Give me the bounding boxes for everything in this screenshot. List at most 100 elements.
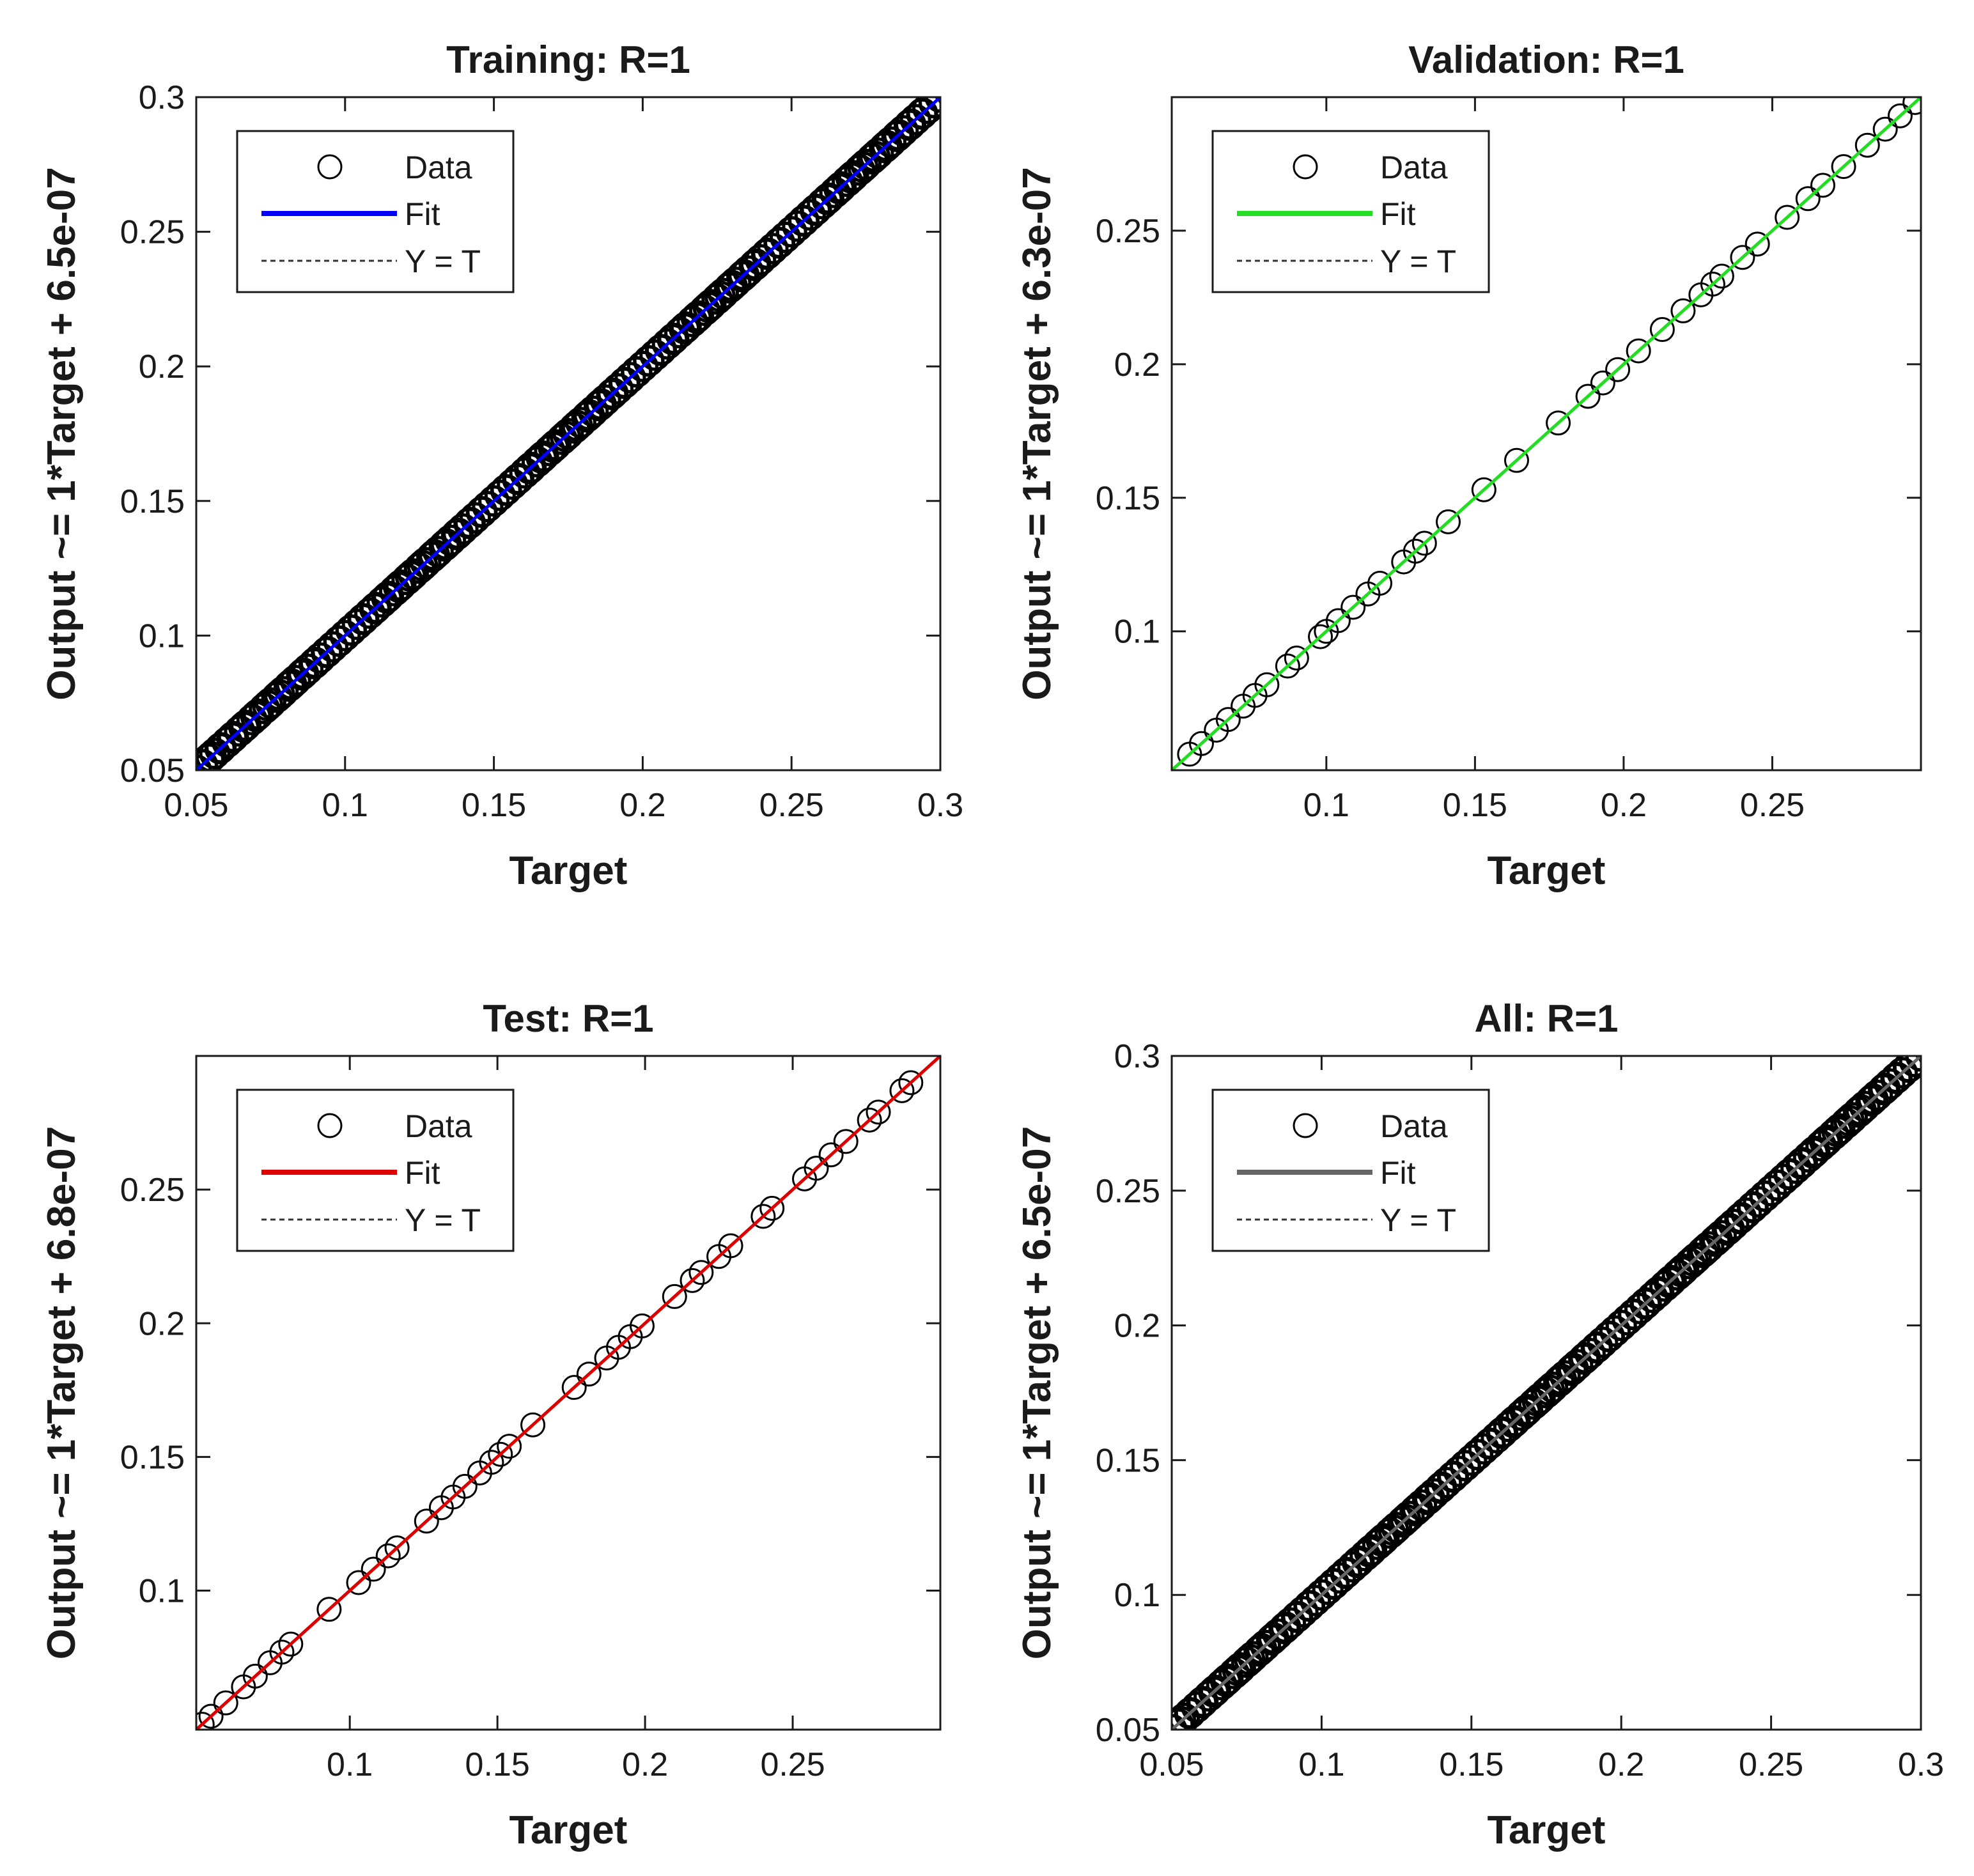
axes-box: [195, 1055, 942, 1731]
data-point-3: [1215, 707, 1241, 733]
data-point-13: [414, 1508, 439, 1534]
data-point-20: [1504, 447, 1529, 473]
y-tick-label: 0.05: [120, 752, 185, 789]
data-point-19: [1471, 477, 1496, 502]
data-point-36: [1831, 154, 1856, 180]
data-point-27: [629, 1313, 655, 1338]
legend-entry-2: Fit: [1380, 196, 1416, 232]
data-point-fill-118: [1892, 1056, 1921, 1083]
data-point-8: [1284, 645, 1309, 671]
data-point-18: [1436, 509, 1461, 534]
x-tick-label: 0.25: [1740, 787, 1805, 824]
data-point-33: [750, 1204, 776, 1229]
x-tick-label: 0.05: [1139, 1746, 1204, 1783]
legend-entry-3: Y = T: [405, 1202, 481, 1238]
y-tick-label: 0.2: [1114, 346, 1160, 384]
y-tick-label: 0.1: [1114, 1577, 1160, 1614]
y-tick-label: 0.1: [139, 1573, 185, 1610]
data-point-14: [1367, 570, 1393, 596]
data-points: [196, 97, 940, 770]
legend: Data Fit Y = T: [236, 1089, 515, 1252]
data-point-6: [269, 1640, 295, 1665]
y-tick-label: 0.3: [139, 79, 185, 116]
data-point-40: [866, 1099, 891, 1125]
chart-title: Validation: R=1: [1408, 38, 1684, 81]
data-point-12: [1341, 594, 1366, 620]
fit-line: [1172, 1056, 1921, 1730]
data-point-17: [1411, 531, 1437, 556]
x-tick-label: 0.25: [760, 1746, 825, 1783]
y-tick-label: 0.1: [139, 617, 185, 655]
data-point-30: [1709, 263, 1734, 289]
data-point-31: [1730, 245, 1755, 270]
y-tick-label: 0.3: [1114, 1038, 1160, 1075]
x-tick-label: 0.2: [619, 787, 665, 824]
y-tick-label: 0.2: [139, 1305, 185, 1342]
data-point-36: [804, 1156, 829, 1181]
x-tick-label: 0.15: [1439, 1746, 1504, 1783]
data-point-33: [1775, 205, 1800, 230]
x-tick-label: 0.1: [1303, 787, 1349, 824]
data-point-39: [857, 1107, 882, 1133]
data-point-26: [1649, 317, 1675, 343]
chart-title: Test: R=1: [483, 997, 653, 1040]
x-tick-label: 0.3: [917, 787, 963, 824]
fit-line: [196, 97, 940, 770]
legend-entry-1: Data: [1380, 1108, 1448, 1144]
y-tick-label: 0.05: [1096, 1712, 1160, 1749]
data-point-37: [818, 1142, 844, 1168]
data-point-fill-119: [1899, 1056, 1921, 1078]
chart-panel-1: 0.05 0.1 0.15 0.2 0.25 0.3 0.05 0.1 0.15 0.2 0.25 0…: [40, 38, 963, 893]
y-tick-label: 0.15: [120, 1439, 185, 1476]
data-points: [1177, 97, 1921, 767]
legend: Data Fit Y = T: [236, 130, 515, 293]
data-point-6: [1254, 672, 1280, 697]
data-point-10: [361, 1556, 386, 1582]
y-axis-label: Output ~= 1*Target + 6.5e-07: [40, 167, 84, 700]
y-tick-label: 0.15: [120, 483, 185, 520]
x-tick-label: 0.15: [462, 787, 526, 824]
legend-entry-2: Fit: [405, 196, 440, 232]
data-point-40: [1902, 97, 1921, 115]
chart-title: Training: R=1: [446, 38, 690, 81]
plot-content: [1172, 1056, 1921, 1730]
x-tick-label: 0.15: [465, 1746, 530, 1783]
x-tick-label: 0.3: [1898, 1746, 1944, 1783]
data-point-41: [889, 1078, 915, 1103]
legend-data-marker: [317, 1113, 343, 1138]
x-axis-label: Target: [1488, 849, 1606, 893]
data-point-25: [1626, 338, 1651, 364]
data-point-22: [561, 1375, 587, 1400]
y-tick-label: 0.15: [1096, 1442, 1160, 1479]
data-point-7: [278, 1631, 304, 1657]
y-tick-label: 0.25: [1096, 213, 1160, 250]
data-point-39: [1887, 103, 1913, 128]
data-point-18: [479, 1450, 504, 1475]
data-point-1: [1189, 731, 1215, 756]
legend-entry-3: Y = T: [1380, 1202, 1456, 1238]
data-point-27: [1670, 298, 1696, 323]
data-point-21: [520, 1412, 546, 1438]
fit-line: [1172, 97, 1921, 770]
data-point-fill-118: [912, 97, 940, 125]
data-point-23: [576, 1361, 602, 1387]
axes-box: [1170, 1055, 1922, 1731]
data-points: [196, 1070, 924, 1730]
y-axis-label: Output ~= 1*Target + 6.3e-07: [1015, 167, 1059, 700]
x-axis-label: Target: [509, 1808, 628, 1852]
x-tick-label: 0.05: [164, 787, 228, 824]
chart-title: All: R=1: [1474, 997, 1618, 1040]
x-axis-label: Target: [1488, 1808, 1606, 1852]
chart-panel-3: 0.1 0.15 0.2 0.25 0.1 0.15 0.2 0.25 Test: R=1 Tar…: [40, 997, 942, 1852]
data-point-20: [497, 1434, 522, 1459]
data-point-16: [452, 1473, 478, 1499]
legend-entry-1: Data: [405, 150, 472, 185]
data-point-19: [488, 1441, 513, 1467]
legend-entry-2: Fit: [405, 1155, 440, 1191]
plot-content: [196, 1056, 940, 1730]
axes-box: [195, 96, 942, 771]
x-tick-label: 0.15: [1443, 787, 1507, 824]
data-point-11: [1325, 608, 1351, 633]
data-point-16: [1403, 538, 1428, 564]
